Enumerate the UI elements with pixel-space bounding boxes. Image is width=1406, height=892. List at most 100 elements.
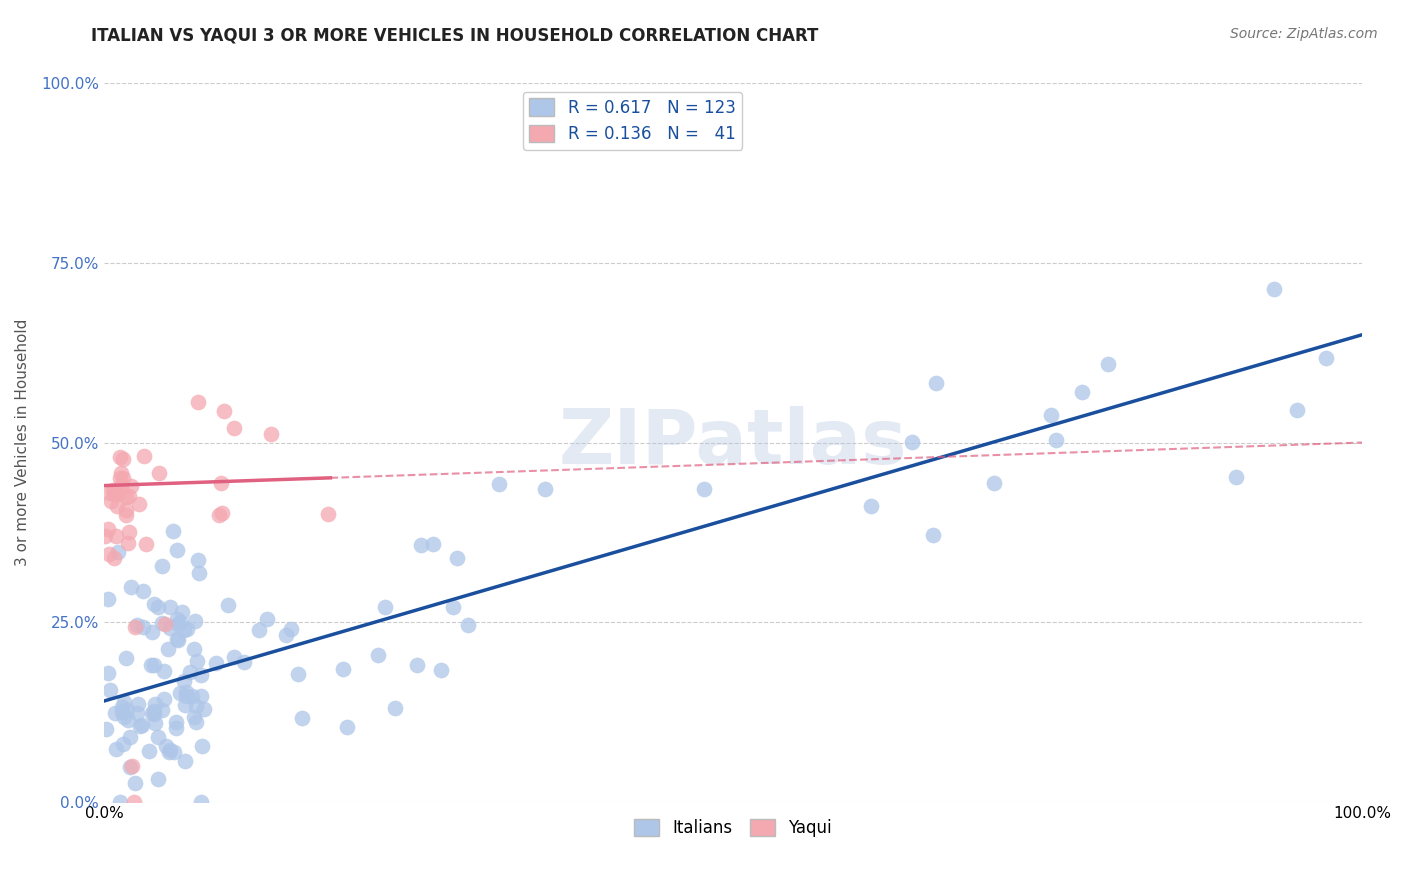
Point: [1286, 403, 1309, 417]
Point: [190, 668, 212, 682]
Point: [186, 654, 208, 668]
Point: [124, 795, 146, 809]
Point: [176, 622, 198, 636]
Point: [173, 755, 195, 769]
Point: [222, 421, 245, 435]
Text: ZIPatlas: ZIPatlas: [558, 406, 907, 480]
Point: [1045, 433, 1067, 447]
Point: [441, 599, 464, 614]
Point: [224, 650, 246, 665]
Point: [162, 524, 184, 538]
Point: [316, 507, 339, 521]
Point: [146, 600, 169, 615]
Point: [1071, 385, 1094, 400]
Point: [124, 776, 146, 790]
Point: [187, 395, 209, 409]
Point: [193, 702, 215, 716]
Point: [924, 376, 946, 391]
Point: [166, 617, 188, 632]
Point: [276, 628, 298, 642]
Point: [103, 487, 125, 501]
Point: [1315, 351, 1337, 366]
Point: [256, 612, 278, 626]
Point: [153, 664, 176, 678]
Point: [166, 633, 188, 648]
Point: [429, 663, 451, 677]
Point: [111, 738, 134, 752]
Point: [166, 612, 188, 626]
Point: [183, 641, 205, 656]
Y-axis label: 3 or more Vehicles in Household: 3 or more Vehicles in Household: [15, 318, 30, 566]
Point: [159, 621, 181, 635]
Point: [409, 538, 432, 552]
Point: [247, 623, 270, 637]
Point: [336, 720, 359, 734]
Point: [117, 535, 139, 549]
Point: [94, 723, 117, 737]
Point: [139, 658, 162, 673]
Point: [108, 450, 131, 464]
Point: [112, 710, 135, 724]
Point: [120, 760, 142, 774]
Point: [901, 435, 924, 450]
Point: [173, 623, 195, 637]
Point: [211, 506, 233, 520]
Point: [150, 703, 173, 717]
Point: [157, 745, 180, 759]
Point: [138, 744, 160, 758]
Point: [117, 714, 139, 728]
Point: [118, 524, 141, 539]
Point: [104, 706, 127, 720]
Point: [155, 617, 177, 632]
Point: [150, 615, 173, 630]
Point: [108, 471, 131, 485]
Point: [457, 618, 479, 632]
Point: [159, 600, 181, 615]
Point: [374, 599, 396, 614]
Point: [121, 758, 143, 772]
Point: [103, 483, 125, 498]
Point: [173, 673, 195, 688]
Point: [97, 522, 120, 536]
Legend: Italians, Yaqui: Italians, Yaqui: [627, 812, 838, 844]
Point: [104, 742, 127, 756]
Point: [118, 489, 141, 503]
Point: [446, 550, 468, 565]
Point: [153, 691, 176, 706]
Point: [131, 718, 153, 732]
Point: [162, 745, 184, 759]
Point: [179, 665, 201, 680]
Point: [110, 466, 132, 480]
Point: [111, 452, 134, 467]
Point: [111, 705, 134, 719]
Point: [105, 499, 128, 513]
Point: [148, 466, 170, 480]
Point: [406, 657, 429, 672]
Point: [124, 619, 146, 633]
Point: [983, 475, 1005, 490]
Point: [132, 583, 155, 598]
Point: [142, 704, 165, 718]
Point: [186, 714, 208, 729]
Point: [143, 658, 166, 673]
Point: [1097, 357, 1119, 371]
Point: [260, 426, 283, 441]
Point: [291, 711, 314, 725]
Point: [169, 686, 191, 700]
Point: [165, 715, 187, 730]
Point: [169, 615, 191, 630]
Point: [112, 471, 135, 485]
Point: [218, 598, 240, 612]
Point: [187, 553, 209, 567]
Point: [120, 580, 142, 594]
Point: [148, 731, 170, 745]
Point: [150, 559, 173, 574]
Point: [1263, 282, 1285, 296]
Point: [367, 648, 389, 663]
Point: [128, 497, 150, 511]
Point: [127, 697, 149, 711]
Point: [110, 478, 132, 492]
Point: [97, 591, 120, 606]
Point: [118, 730, 141, 744]
Point: [170, 605, 193, 619]
